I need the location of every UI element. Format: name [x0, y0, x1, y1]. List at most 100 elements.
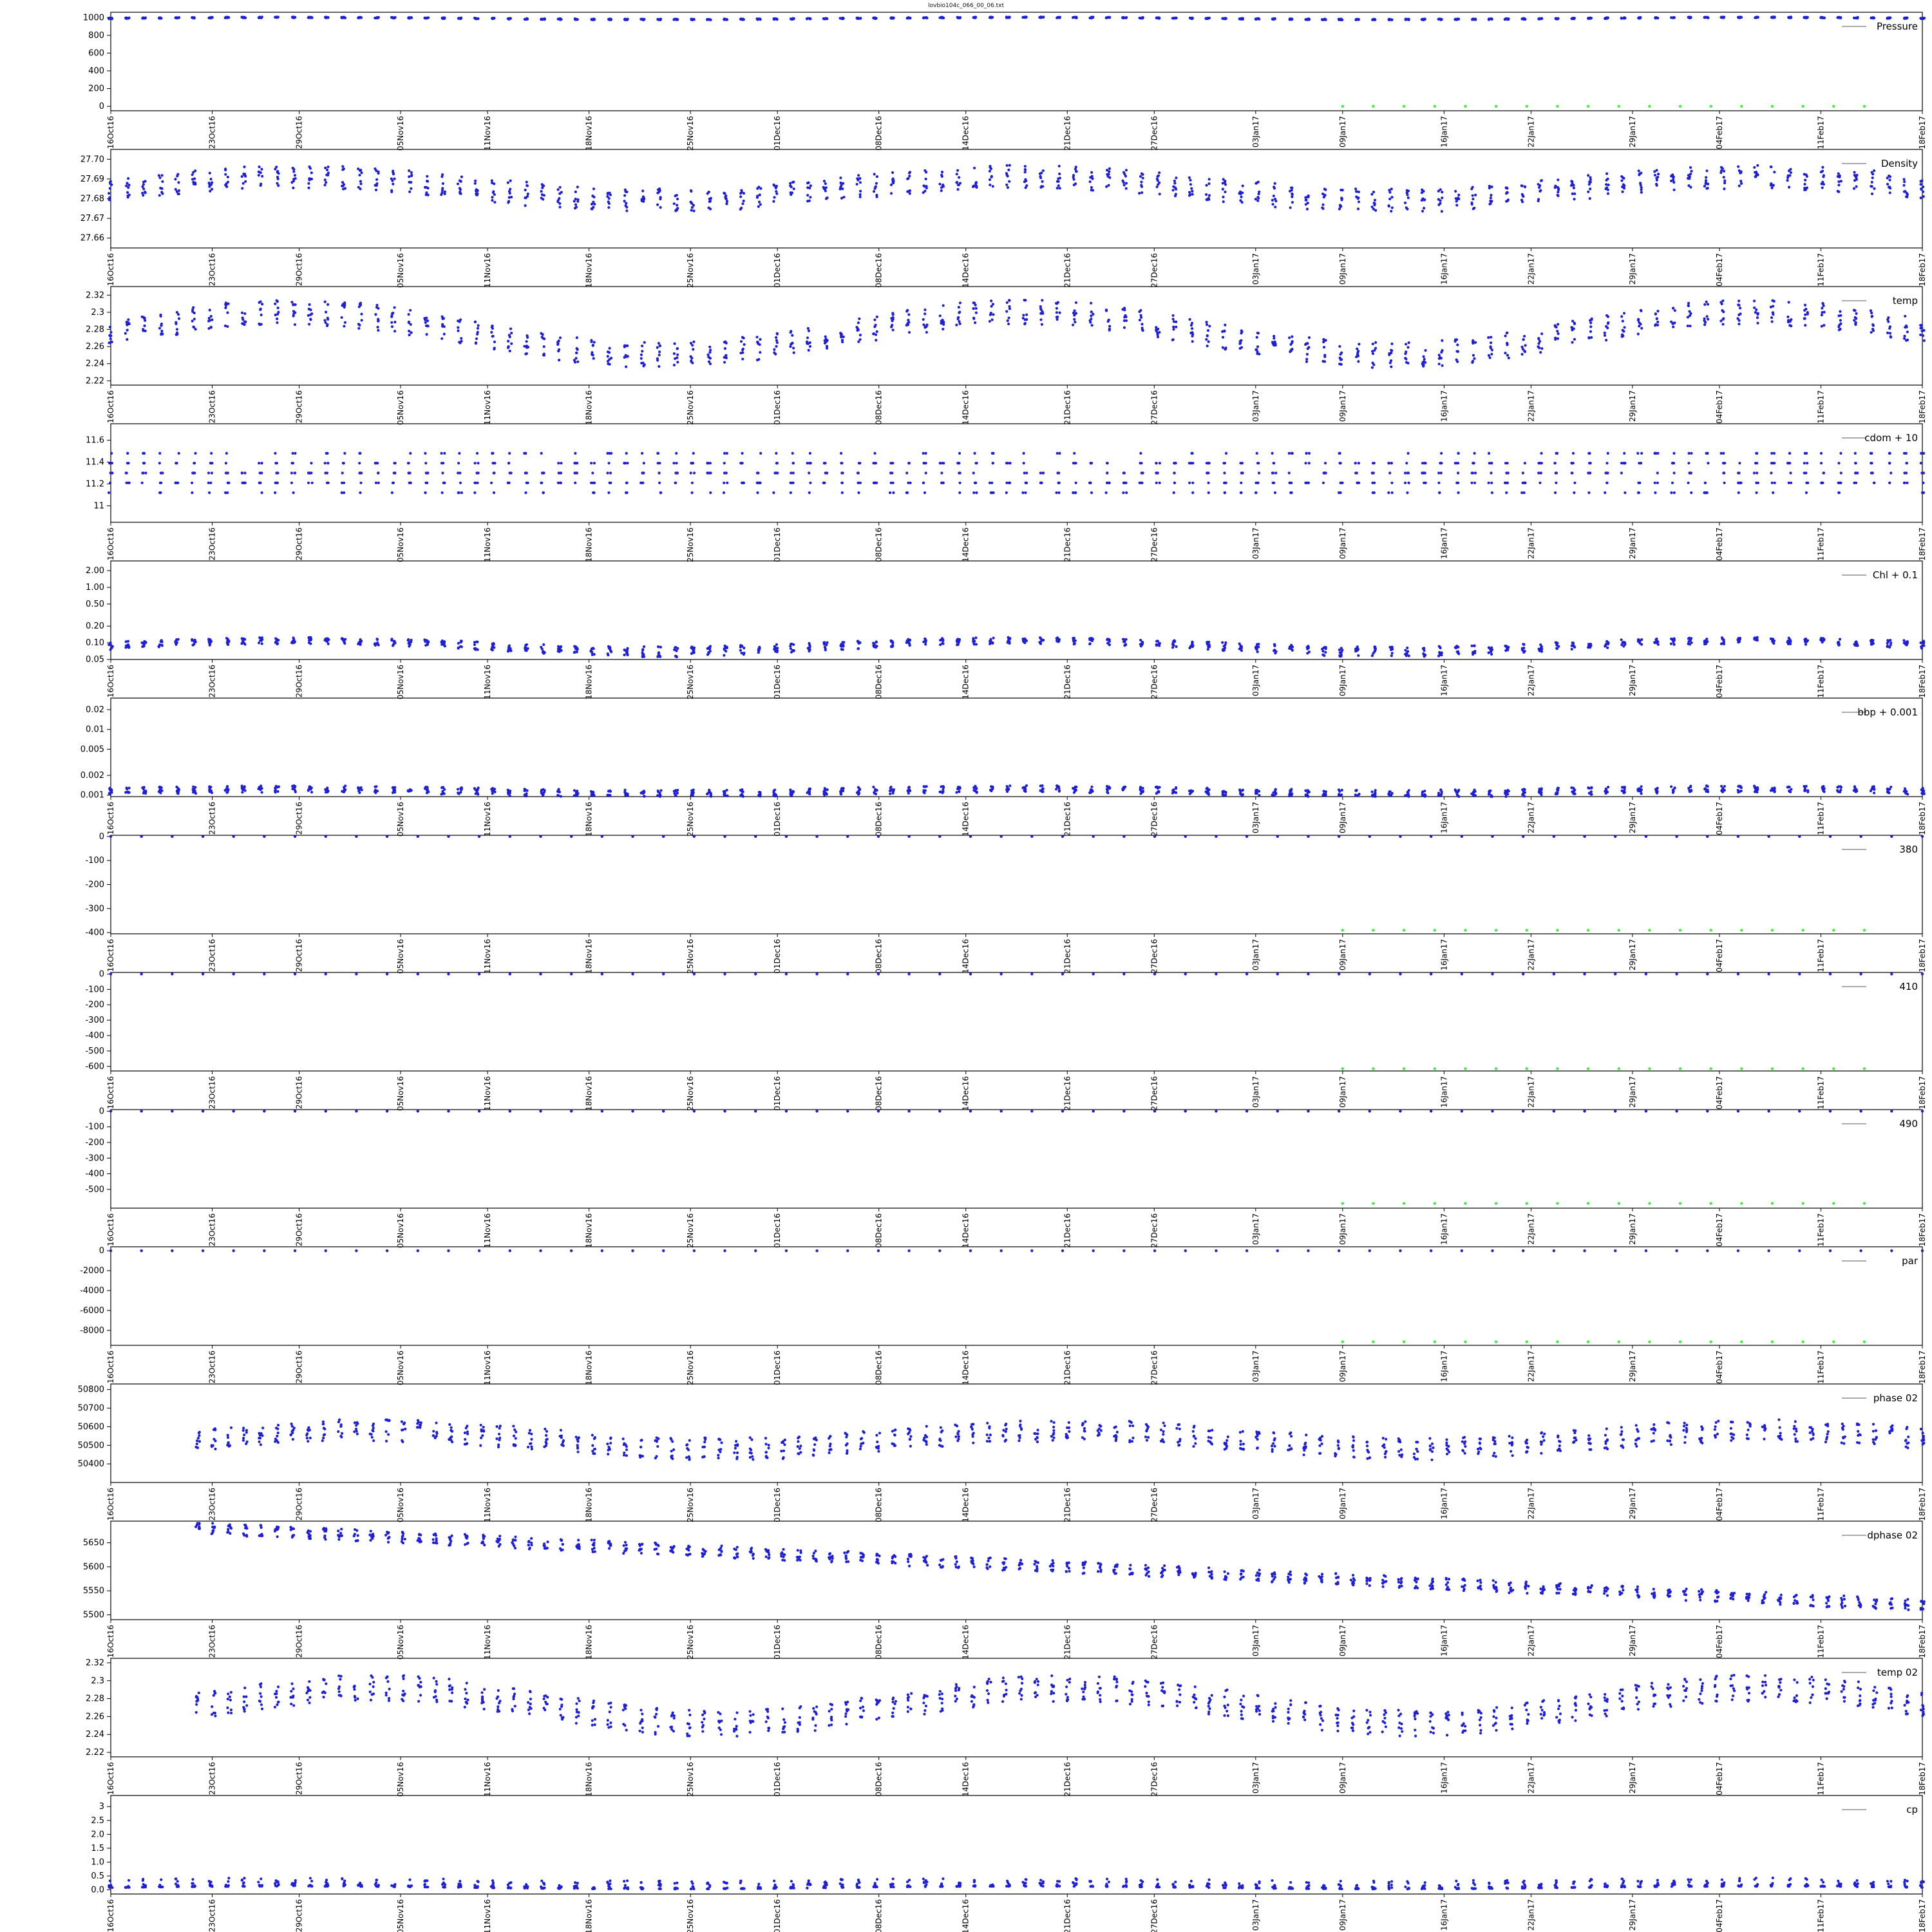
data-point	[161, 192, 164, 195]
data-point	[625, 190, 629, 194]
data-point	[1719, 171, 1723, 175]
data-point	[276, 175, 279, 179]
data-point	[1804, 491, 1808, 495]
data-point	[1108, 170, 1111, 173]
data-point	[1804, 313, 1807, 316]
data-point	[1488, 186, 1491, 190]
data-point	[1753, 306, 1756, 309]
data-point	[676, 207, 679, 210]
data-point	[510, 342, 513, 345]
data-point	[1803, 16, 1807, 19]
data-point	[1024, 299, 1027, 302]
x-tick-label: 08Dec16	[875, 116, 884, 151]
data-point	[1806, 15, 1809, 19]
data-point	[708, 345, 712, 348]
data-point	[1422, 355, 1425, 358]
data-point	[741, 347, 745, 350]
data-point	[924, 471, 927, 475]
data-point	[1423, 471, 1426, 475]
data-point	[623, 344, 627, 347]
data-point	[358, 462, 361, 465]
x-tick-label: 29Oct16	[295, 253, 304, 286]
data-point	[224, 167, 227, 171]
data-point	[989, 165, 992, 168]
data-point	[210, 451, 213, 455]
data-point	[1472, 197, 1475, 201]
data-point	[1174, 187, 1178, 191]
x-tick-label: 11Nov16	[483, 527, 492, 562]
data-point	[1739, 170, 1743, 173]
data-point	[1488, 356, 1492, 359]
data-point	[211, 318, 214, 321]
data-point	[1072, 176, 1075, 179]
data-point	[1673, 321, 1676, 325]
data-point	[806, 182, 810, 185]
data-point	[1124, 315, 1128, 319]
data-point	[174, 641, 177, 645]
data-point	[490, 330, 493, 334]
data-point	[161, 332, 164, 336]
data-point	[1605, 325, 1608, 328]
data-point	[358, 323, 361, 327]
data-point	[1589, 325, 1593, 328]
data-point	[958, 638, 961, 641]
data-point	[1637, 491, 1640, 495]
data-point	[509, 649, 513, 652]
data-point	[1340, 205, 1343, 208]
data-point	[440, 639, 444, 643]
data-point	[1920, 327, 1924, 330]
data-point	[324, 471, 327, 475]
data-point	[377, 481, 380, 484]
x-tick-label: 01Dec16	[773, 116, 782, 151]
data-point	[1291, 335, 1294, 338]
data-point	[656, 357, 659, 360]
data-point	[1922, 339, 1926, 342]
data-point	[1719, 301, 1723, 304]
data-point	[789, 481, 792, 484]
data-point	[1006, 175, 1009, 178]
data-point	[990, 175, 993, 179]
data-point	[1506, 199, 1510, 202]
data-point	[259, 300, 262, 303]
data-point	[922, 317, 925, 321]
data-point	[656, 451, 659, 455]
data-point	[259, 171, 262, 175]
data-point	[1653, 173, 1657, 177]
data-point	[1902, 337, 1906, 340]
data-point	[292, 16, 296, 19]
data-point	[1472, 354, 1475, 357]
data-point	[940, 189, 943, 193]
data-point	[1389, 359, 1393, 363]
data-point	[957, 305, 960, 309]
data-point	[1291, 193, 1294, 196]
data-point	[1556, 337, 1560, 340]
data-point	[1156, 175, 1159, 178]
data-point	[640, 361, 643, 365]
data-point	[1770, 481, 1774, 484]
data-point	[1557, 323, 1560, 326]
data-point	[257, 641, 261, 645]
data-point	[390, 189, 393, 192]
data-point	[724, 197, 728, 200]
data-point	[1803, 451, 1806, 455]
x-tick-label: 16Jan17	[1439, 390, 1448, 422]
data-point	[1390, 349, 1394, 352]
data-point	[676, 361, 679, 364]
data-point	[1224, 481, 1227, 484]
data-point	[1058, 187, 1061, 190]
data-point	[1437, 645, 1441, 648]
data-point	[1554, 184, 1557, 187]
data-point	[1172, 639, 1175, 643]
data-point	[1057, 491, 1061, 495]
data-point	[1537, 342, 1540, 345]
flag-point	[1464, 104, 1467, 108]
data-point	[873, 173, 876, 176]
data-point	[108, 481, 112, 484]
data-point	[1690, 169, 1693, 173]
data-point	[1341, 189, 1344, 192]
data-point	[1258, 352, 1261, 355]
data-point	[873, 325, 876, 328]
data-point	[540, 189, 543, 193]
data-point	[1786, 178, 1789, 182]
data-point	[377, 328, 380, 332]
